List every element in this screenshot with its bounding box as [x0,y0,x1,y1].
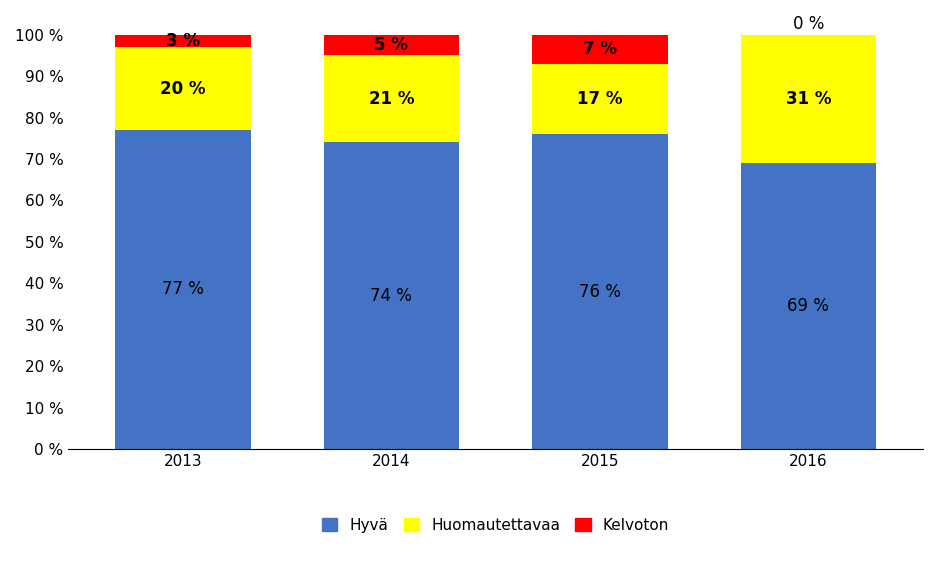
Text: 76 %: 76 % [579,282,621,301]
Text: 77 %: 77 % [162,281,204,299]
Bar [741,163,876,449]
Text: 21 %: 21 % [369,90,415,108]
Text: 20 %: 20 % [160,79,205,97]
Text: 69 %: 69 % [787,297,829,315]
Text: 7 %: 7 % [582,40,617,58]
Bar [532,35,668,63]
Bar [532,63,668,134]
Bar [324,35,459,55]
Bar [115,130,250,449]
Text: 5 %: 5 % [374,36,408,54]
Bar [115,35,250,47]
Bar [324,143,459,449]
Legend: Hyvä, Huomautettavaa, Kelvoton: Hyvä, Huomautettavaa, Kelvoton [316,512,675,539]
Text: 17 %: 17 % [577,90,623,108]
Bar [741,35,876,163]
Text: 31 %: 31 % [786,90,831,108]
Bar [324,55,459,143]
Bar [532,134,668,449]
Text: 74 %: 74 % [371,286,413,305]
Text: 0 %: 0 % [793,15,824,32]
Bar [115,47,250,130]
Text: 3 %: 3 % [166,32,200,50]
